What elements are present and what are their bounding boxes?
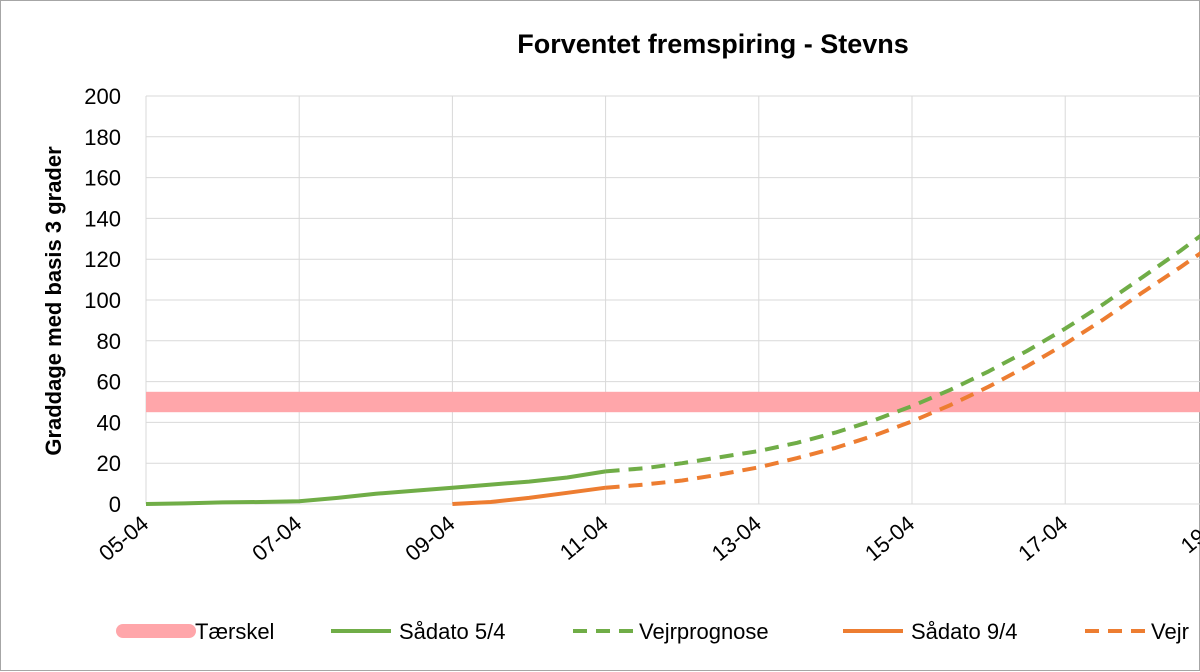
- legend-label: Tærskel: [195, 619, 274, 644]
- legend-label: Vejrprognose: [639, 619, 769, 644]
- y-axis-label: Graddage med basis 3 grader: [41, 146, 66, 456]
- legend-label: Sådato 5/4: [399, 619, 505, 644]
- legend-label: Vejr: [1151, 619, 1189, 644]
- legend-label: Sådato 9/4: [911, 619, 1017, 644]
- y-tick-label: 60: [97, 370, 121, 395]
- series-line-0: [145, 469, 606, 506]
- y-tick-label: 140: [84, 206, 121, 231]
- tick-labels: 0 20 40 60 80 100 120 140 160 180 200 05-04 07-04 09-…: [84, 84, 1200, 566]
- threshold-band-layer: [146, 391, 1200, 413]
- y-tick-label: 100: [84, 288, 121, 313]
- series-line-3: [605, 251, 1200, 490]
- x-tick-label: 13-04: [707, 511, 766, 566]
- x-tick-label: 09-04: [400, 511, 459, 566]
- y-tick-label: 200: [84, 84, 121, 109]
- x-tick-label: 07-04: [247, 511, 306, 566]
- x-tick-label: 11-04: [555, 511, 613, 565]
- y-tick-label: 80: [97, 329, 121, 354]
- threshold-band: [146, 391, 1200, 413]
- legend: Tærskel Sådato 5/4 Vejrprognose Sådato 9/4 V…: [116, 619, 1189, 644]
- x-tick-label: 15-04: [860, 511, 919, 566]
- chart-title: Forventet fremspiring - Stevns: [517, 29, 909, 59]
- x-tick-label: 19-0: [1176, 511, 1200, 558]
- series-layer: [145, 233, 1200, 506]
- gridlines: [145, 95, 1200, 505]
- x-tick-label: 05-04: [94, 511, 153, 566]
- y-tick-label: 20: [97, 451, 121, 476]
- y-tick-label: 120: [84, 247, 121, 272]
- series-line-2: [452, 485, 606, 506]
- x-tick-label: 17-04: [1013, 511, 1072, 566]
- y-tick-label: 160: [84, 166, 121, 191]
- y-tick-label: 180: [84, 125, 121, 150]
- y-tick-label: 40: [97, 410, 121, 435]
- y-tick-label: 0: [109, 492, 121, 517]
- series-line-1: [605, 233, 1200, 474]
